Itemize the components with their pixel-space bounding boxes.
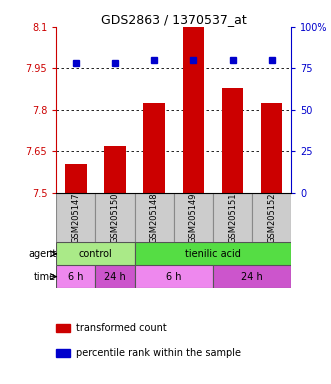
Bar xyxy=(261,103,282,193)
Bar xyxy=(135,265,213,288)
Text: GSM205148: GSM205148 xyxy=(150,192,159,243)
Bar xyxy=(56,265,95,288)
Bar xyxy=(183,27,204,193)
Text: GSM205152: GSM205152 xyxy=(267,192,276,243)
Bar xyxy=(56,193,95,242)
Text: agent: agent xyxy=(28,249,56,259)
Text: GSM205147: GSM205147 xyxy=(71,192,80,243)
Text: tienilic acid: tienilic acid xyxy=(185,249,241,259)
Bar xyxy=(104,146,126,193)
Bar xyxy=(174,193,213,242)
Text: GSM205149: GSM205149 xyxy=(189,192,198,243)
Text: 6 h: 6 h xyxy=(166,271,181,281)
Bar xyxy=(56,242,135,265)
Bar xyxy=(213,193,252,242)
Text: GSM205150: GSM205150 xyxy=(111,192,119,243)
Bar xyxy=(252,193,291,242)
Text: control: control xyxy=(78,249,112,259)
Text: 24 h: 24 h xyxy=(104,271,126,281)
Bar xyxy=(213,265,291,288)
Bar xyxy=(143,103,165,193)
Text: transformed count: transformed count xyxy=(76,323,167,333)
Title: GDS2863 / 1370537_at: GDS2863 / 1370537_at xyxy=(101,13,247,26)
Text: percentile rank within the sample: percentile rank within the sample xyxy=(76,348,241,358)
Bar xyxy=(95,193,135,242)
Bar xyxy=(95,265,135,288)
Bar xyxy=(65,164,87,193)
Bar xyxy=(135,193,174,242)
Bar xyxy=(222,88,243,193)
Text: 6 h: 6 h xyxy=(68,271,84,281)
Text: GSM205151: GSM205151 xyxy=(228,192,237,243)
Text: 24 h: 24 h xyxy=(241,271,263,281)
Text: time: time xyxy=(34,271,56,281)
Bar xyxy=(135,242,291,265)
